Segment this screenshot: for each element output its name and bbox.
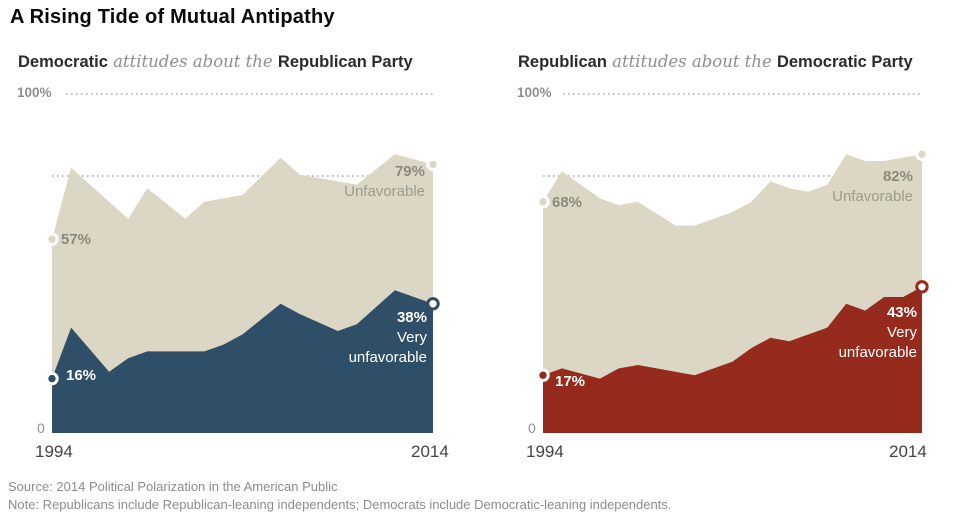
right-very-unfavorable-start-label: 17%: [555, 373, 586, 390]
series-name: Unfavorable: [832, 188, 913, 205]
end-percent: 43%: [886, 304, 917, 321]
right-y-axis-0-label: 0: [528, 420, 536, 436]
right-chart-subtitle: Republican attitudes about the Democrati…: [518, 52, 913, 72]
series-name-line1: Very: [886, 324, 917, 341]
subtitle-party-holder: Democratic: [18, 53, 108, 71]
subtitle-target-party: Republican Party: [277, 53, 413, 71]
subtitle-connector: attitudes about the: [606, 52, 777, 71]
left-very-unfavorable-end-label: 38% Very unfavorable: [280, 308, 427, 368]
series-name: Unfavorable: [344, 183, 425, 200]
subtitle-target-party: Democratic Party: [776, 53, 913, 71]
right-x-axis-end-year: 2014: [889, 442, 927, 461]
page-title: A Rising Tide of Mutual Antipathy: [10, 6, 335, 28]
right-chart-plot: [536, 93, 929, 433]
left-chart-subtitle: Democratic attitudes about the Republica…: [18, 52, 413, 72]
left-y-axis-100-label: 100%: [17, 85, 52, 100]
end-percent: 38%: [396, 309, 427, 326]
left-y-axis-0-label: 0: [37, 420, 45, 436]
left-x-axis-start-year: 1994: [35, 442, 73, 461]
right-unfavorable-start-label: 68%: [552, 194, 583, 211]
source-line: Source: 2014 Political Polarization in t…: [8, 479, 338, 494]
left-very-unfavorable-start-label: 16%: [66, 367, 97, 384]
subtitle-connector: attitudes about the: [107, 52, 278, 71]
series-name-line1: Very: [396, 329, 427, 346]
right-very-unfavorable-end-label: 43% Very unfavorable: [770, 303, 917, 363]
right-x-axis-start-year: 1994: [526, 442, 564, 461]
series-name-line2: unfavorable: [838, 344, 917, 361]
end-percent: 79%: [394, 163, 425, 180]
note-line: Note: Republicans include Republican-lea…: [8, 497, 672, 512]
subtitle-party-holder: Republican: [518, 53, 607, 71]
left-unfavorable-start-label: 57%: [61, 231, 92, 248]
series-name-line2: unfavorable: [348, 349, 427, 366]
left-unfavorable-end-label: 79% Unfavorable: [285, 162, 425, 202]
left-chart-plot: [45, 93, 440, 433]
right-unfavorable-end-label: 82% Unfavorable: [773, 167, 913, 207]
end-percent: 82%: [882, 168, 913, 185]
right-y-axis-100-label: 100%: [517, 85, 552, 100]
left-x-axis-end-year: 2014: [411, 442, 449, 461]
